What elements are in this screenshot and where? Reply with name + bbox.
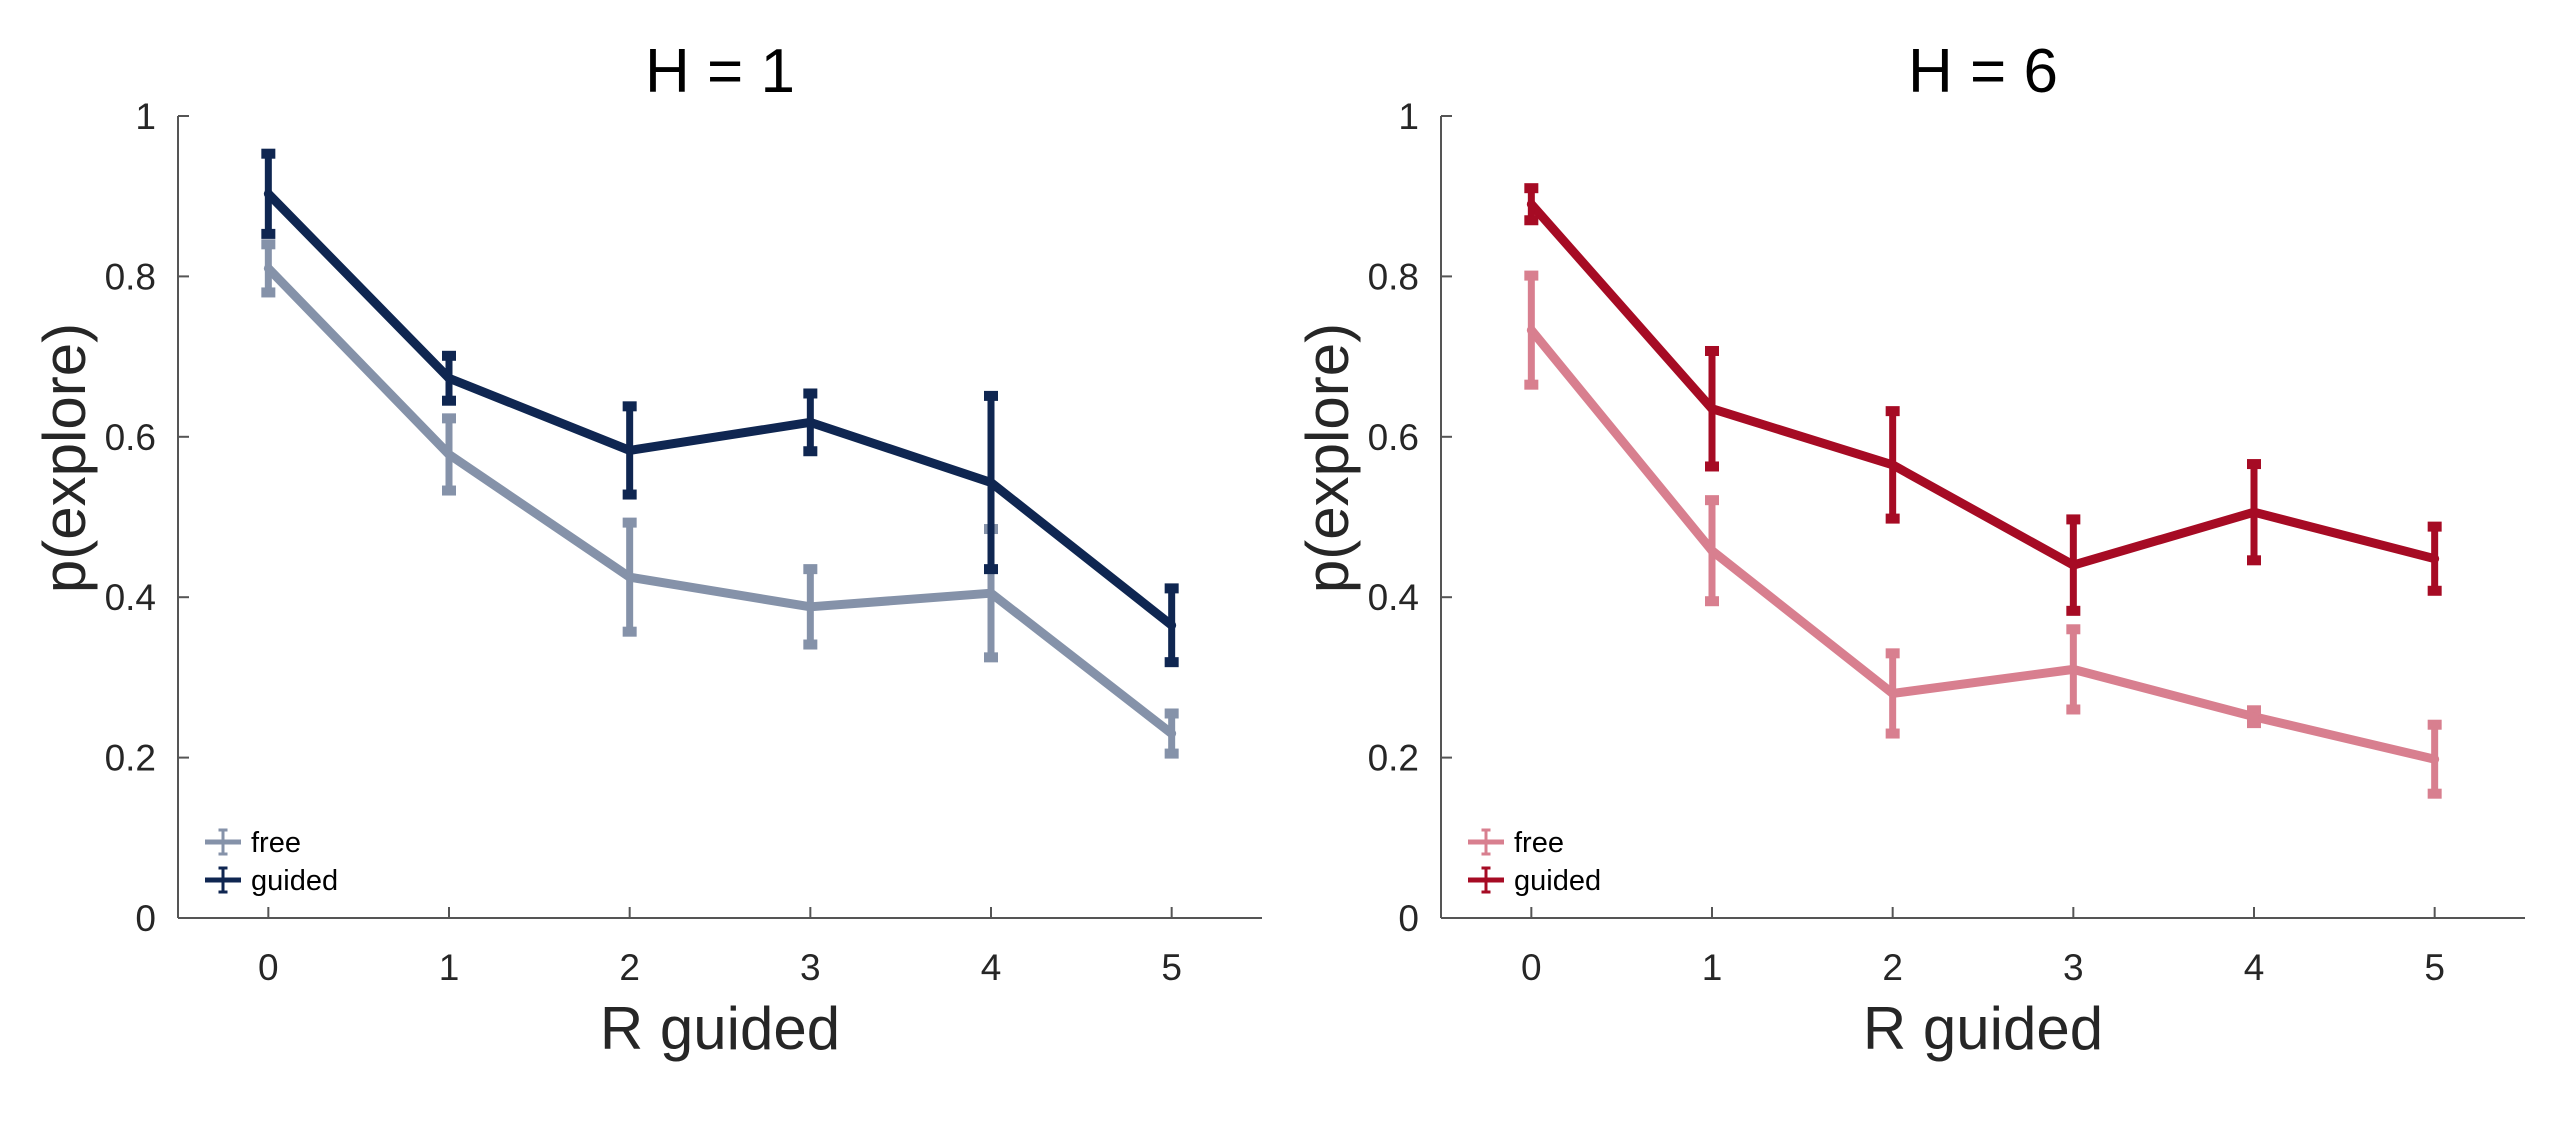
x-tick-label: 1 — [1702, 947, 1723, 988]
data-point — [1526, 199, 1536, 209]
y-tick-label: 1 — [1398, 96, 1419, 137]
legend-label: guided — [251, 865, 338, 897]
data-point — [2430, 554, 2440, 564]
y-tick-label: 0.6 — [1368, 417, 1419, 458]
data-point — [805, 602, 815, 612]
legend-item-free: free — [205, 827, 301, 859]
series-free — [1524, 270, 2442, 799]
chart-title: H = 6 — [1908, 37, 2058, 106]
legend-label: free — [251, 827, 301, 859]
series-line — [265, 190, 1175, 629]
legend-item-free: free — [1468, 827, 1564, 859]
data-point — [2249, 507, 2259, 517]
x-tick-label: 3 — [2063, 947, 2084, 988]
data-point — [986, 478, 996, 488]
data-point — [2068, 560, 2078, 570]
series-guided — [1524, 183, 2442, 616]
y-tick-label: 0.2 — [1368, 738, 1419, 779]
y-tick-label: 0.6 — [105, 417, 156, 458]
series-layer — [1524, 183, 2442, 799]
y-tick-label: 0 — [135, 898, 156, 939]
series-line — [1527, 327, 2436, 764]
y-tick-label: 0.8 — [105, 256, 156, 297]
y-tick-label: 0 — [1398, 898, 1419, 939]
data-point — [263, 263, 273, 273]
data-point — [2249, 712, 2259, 722]
x-ticks: 0 1 2 3 4 5 — [1521, 907, 2445, 988]
data-point — [1707, 546, 1717, 556]
legend-label: free — [1514, 827, 1564, 859]
data-point — [1167, 620, 1177, 630]
legend: free guided — [1468, 827, 1601, 897]
data-point — [625, 572, 635, 582]
chart-title: H = 1 — [645, 37, 795, 106]
data-point — [444, 373, 454, 383]
y-tick-label: 0.2 — [105, 738, 156, 779]
y-tick-label: 0.4 — [1368, 577, 1419, 618]
x-tick-label: 2 — [1882, 947, 1903, 988]
legend-error-glyph — [218, 866, 228, 894]
x-tick-label: 5 — [2424, 947, 2445, 988]
chart-panel-h6: H = 6 p(explore) R guided 0 0.2 0.4 0.6 0.8 1… — [1294, 37, 2525, 1062]
legend-error-glyph — [1481, 828, 1491, 856]
x-tick-label: 0 — [1521, 947, 1542, 988]
y-tick-label: 1 — [135, 96, 156, 137]
y-tick-label: 0.8 — [1368, 256, 1419, 297]
legend-label: guided — [1514, 865, 1601, 897]
y-axis-label: p(explore) — [1294, 323, 1361, 593]
y-tick-label: 0.4 — [105, 577, 156, 618]
x-tick-label: 5 — [1161, 947, 1182, 988]
chart-panel-h1: H = 1 p(explore) R guided 0 0.2 0.4 0.6 0.8 1… — [31, 37, 1262, 1062]
data-point — [1526, 325, 1536, 335]
data-point — [2430, 754, 2440, 764]
y-ticks: 0 0.2 0.4 0.6 0.8 1 — [105, 96, 189, 939]
x-tick-label: 1 — [439, 947, 460, 988]
x-tick-label: 0 — [258, 947, 279, 988]
y-ticks: 0 0.2 0.4 0.6 0.8 1 — [1368, 96, 1452, 939]
legend-item-guided: guided — [1468, 865, 1601, 897]
series-free — [261, 239, 1179, 759]
data-point — [1167, 729, 1177, 739]
x-tick-label: 4 — [2244, 947, 2265, 988]
x-tick-label: 4 — [981, 947, 1002, 988]
series-layer — [261, 148, 1179, 759]
data-point — [805, 417, 815, 427]
legend-item-guided: guided — [205, 865, 338, 897]
x-tick-label: 3 — [800, 947, 821, 988]
data-point — [1888, 688, 1898, 698]
data-point — [625, 445, 635, 455]
series-line — [1527, 201, 2436, 570]
legend-error-glyph — [218, 828, 228, 856]
series-line — [265, 265, 1175, 738]
data-point — [986, 588, 996, 598]
data-point — [444, 449, 454, 459]
data-point — [2068, 664, 2078, 674]
x-axis-label: R guided — [1863, 995, 2103, 1062]
y-axis-label: p(explore) — [31, 323, 98, 593]
legend-error-glyph — [1481, 866, 1491, 894]
data-point — [1888, 460, 1898, 470]
data-point — [1707, 404, 1717, 414]
series-guided — [261, 148, 1179, 668]
x-ticks: 0 1 2 3 4 5 — [258, 907, 1182, 988]
x-tick-label: 2 — [619, 947, 640, 988]
legend: free guided — [205, 827, 338, 897]
x-axis-label: R guided — [600, 995, 840, 1062]
data-point — [263, 189, 273, 199]
